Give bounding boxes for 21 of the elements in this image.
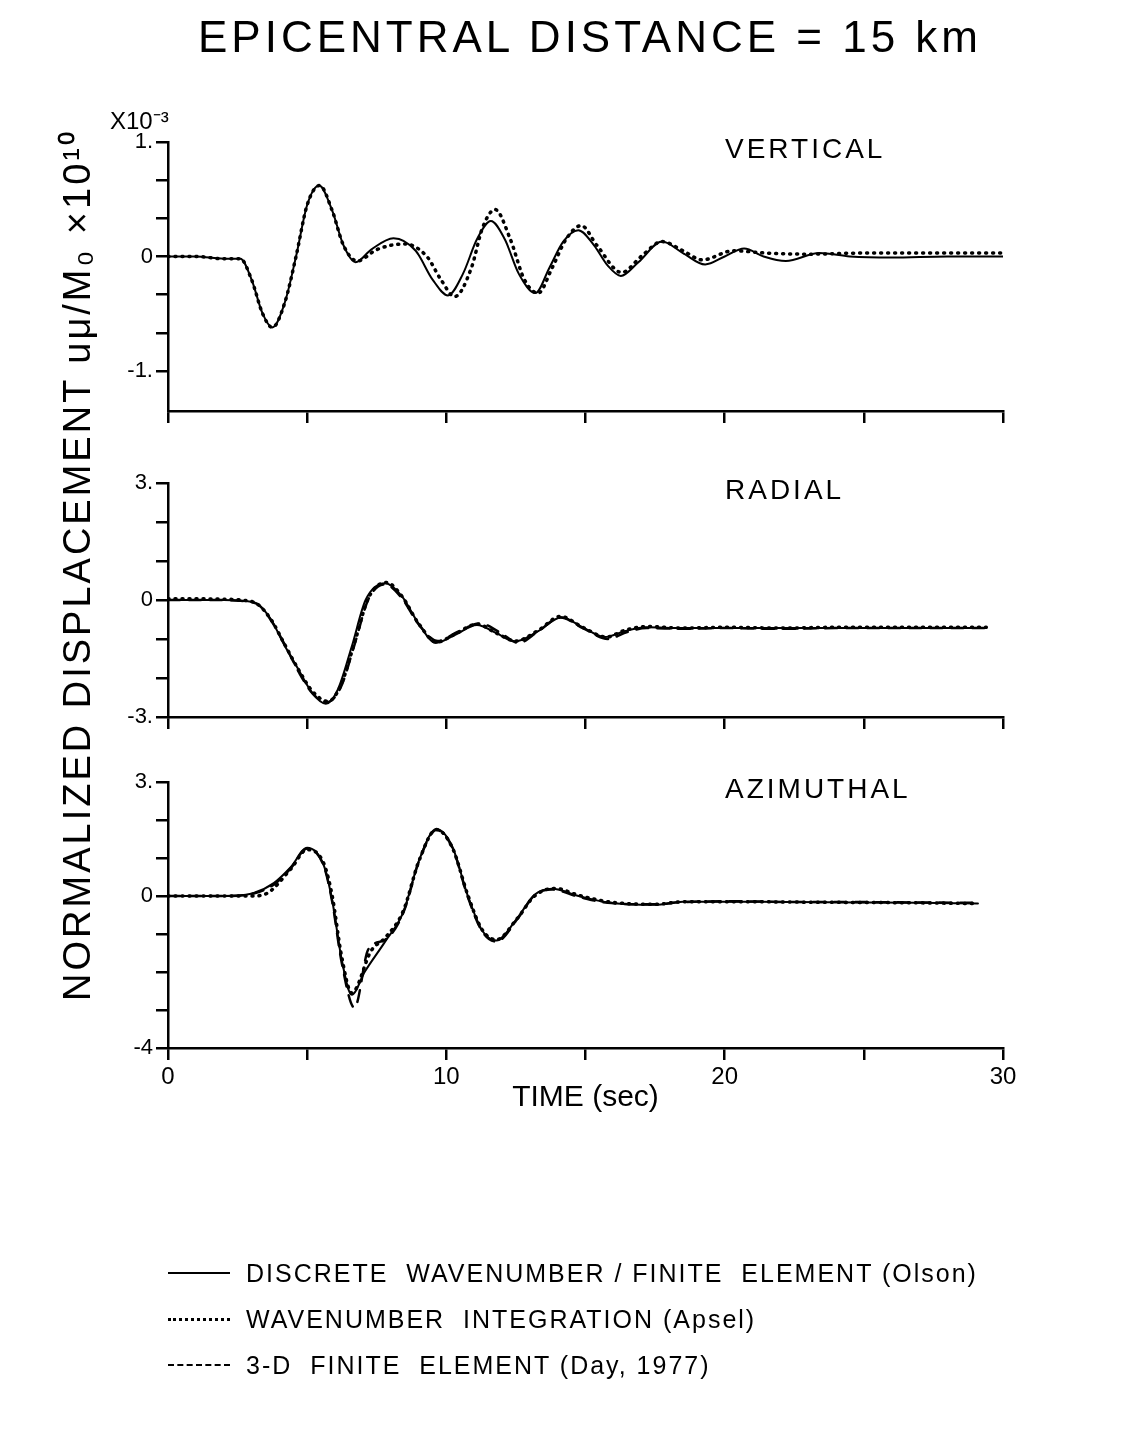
y-tick-label: 0 bbox=[140, 882, 153, 908]
chart-title: EPICENTRAL DISTANCE = 15 km bbox=[196, 12, 984, 62]
legend-label: 3-D FINITE ELEMENT (Day, 1977) bbox=[246, 1350, 711, 1380]
x-tick-label: 0 bbox=[161, 1062, 175, 1090]
legend-label: DISCRETE WAVENUMBER / FINITE ELEMENT (Olson) bbox=[246, 1258, 978, 1288]
chart-subtitle: AZIMUTHAL bbox=[725, 772, 911, 804]
legend-label: WAVENUMBER INTEGRATION (Apsel) bbox=[246, 1304, 757, 1334]
y-tick-label: -1. bbox=[127, 357, 153, 382]
y-tick-label: 0 bbox=[140, 586, 153, 612]
x-tick-label: 30 bbox=[989, 1062, 1017, 1090]
y-tick-label: 0 bbox=[140, 242, 153, 268]
chart-subtitle: VERTICAL bbox=[725, 132, 886, 164]
chart-subtitle: RADIAL bbox=[725, 473, 845, 505]
y-tick-label: -3. bbox=[127, 703, 153, 729]
y-tick-label: 3. bbox=[134, 469, 153, 495]
y-tick-label: 3. bbox=[134, 768, 153, 794]
y-tick-label: -4 bbox=[133, 1034, 153, 1060]
x-tick-label: 10 bbox=[432, 1062, 460, 1090]
x-tick-label: 20 bbox=[711, 1062, 739, 1090]
x-axis-title: TIME (sec) bbox=[512, 1079, 659, 1113]
y-axis-title: NORMALIZED DISPLACEMENT uμ/M₀ ×10¹⁰ bbox=[54, 129, 99, 1001]
